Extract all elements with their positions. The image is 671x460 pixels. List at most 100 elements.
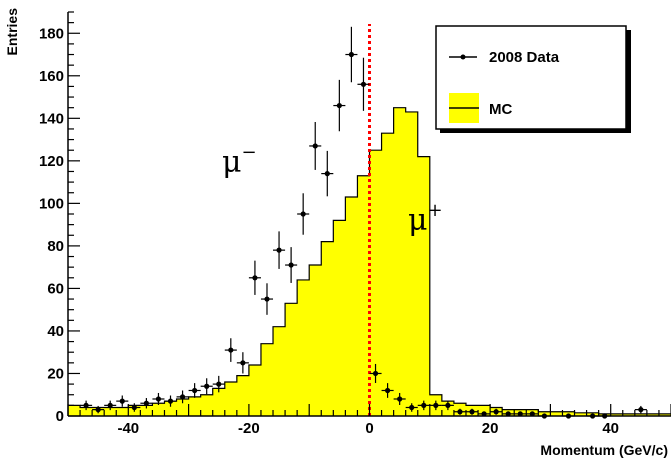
mc-bin: [418, 157, 430, 416]
data-point: [465, 408, 479, 415]
data-point: [140, 398, 153, 409]
mc-histogram-outline: [68, 107, 671, 415]
data-marker: [493, 409, 499, 415]
mc-bin: [357, 176, 369, 416]
data-marker: [167, 398, 174, 404]
mc-bin: [394, 108, 406, 416]
data-marker: [288, 262, 294, 268]
data-marker: [324, 171, 330, 177]
mc-bin: [249, 365, 261, 416]
data-point: [429, 400, 442, 411]
legend-data-marker-dot: [460, 54, 466, 60]
data-marker: [360, 81, 367, 87]
data-point: [212, 375, 225, 393]
data-point: [116, 395, 129, 407]
mc-bin: [285, 303, 297, 416]
data-point: [417, 400, 430, 411]
axis-ticks-layer: [67, 11, 671, 417]
mc-bin: [345, 197, 357, 416]
data-marker: [300, 211, 306, 217]
data-point: [393, 392, 406, 406]
data-point: [164, 395, 177, 407]
y-axis-title: Entries: [4, 8, 20, 56]
data-marker: [204, 383, 210, 389]
data-point: [80, 400, 93, 411]
data-marker: [384, 387, 391, 394]
data-marker: [421, 402, 427, 408]
mc-bin: [261, 344, 273, 416]
data-point: [369, 363, 382, 383]
x-tick-label: 40: [602, 420, 619, 437]
mc-bin: [189, 397, 201, 416]
legend-shadow-right: [626, 30, 631, 133]
axis-labels-layer: -40 -20 0 20 40 0 20 40 60 80 100 120 140 160 180: [39, 25, 619, 437]
x-axis-title: Momentum (GeV/c): [540, 442, 668, 458]
mc-bin: [333, 220, 345, 416]
mc-bin: [213, 388, 225, 416]
data-point: [152, 392, 165, 406]
data-marker: [481, 411, 487, 417]
data-marker: [529, 411, 535, 417]
data-point: [526, 411, 539, 417]
data-point: [345, 26, 358, 83]
data-point: [490, 408, 503, 415]
mc-bin: [406, 112, 418, 416]
mc-bin: [225, 382, 237, 416]
x-tick-label: -40: [117, 420, 139, 437]
data-point: [634, 405, 647, 414]
mc-bin: [321, 242, 333, 416]
data-marker: [252, 275, 258, 281]
legend-mc-label: MC: [489, 101, 512, 118]
data-marker: [83, 402, 89, 408]
data-point: [321, 150, 334, 197]
mc-bin: [297, 280, 309, 416]
legend: 2008 Data MC: [435, 25, 631, 133]
mc-bin: [382, 133, 394, 416]
annotations-layer: μ− μ+: [222, 142, 443, 238]
y-tick-label: 80: [47, 238, 64, 255]
y-tick-label: 140: [39, 110, 64, 127]
data-point: [236, 352, 249, 374]
data-marker: [445, 402, 451, 408]
data-point: [441, 400, 454, 411]
y-tick-label: 120: [39, 153, 64, 170]
data-point: [224, 338, 237, 362]
mu-plus-label: μ+: [408, 200, 443, 238]
x-tick-label: 0: [365, 420, 373, 437]
data-point: [260, 283, 274, 315]
data-marker: [457, 409, 463, 415]
mu-minus-label: μ−: [222, 142, 257, 180]
data-point: [357, 57, 370, 111]
data-point: [381, 383, 394, 398]
data-marker: [107, 402, 113, 408]
data-point: [273, 231, 286, 269]
data-marker: [348, 51, 355, 58]
mc-bin: [152, 403, 164, 416]
data-marker: [276, 247, 282, 253]
data-marker: [517, 411, 523, 417]
x-tick-label: -20: [238, 420, 260, 437]
y-tick-label: 60: [47, 280, 64, 297]
data-marker: [143, 400, 149, 406]
data-marker: [240, 360, 246, 366]
data-marker: [336, 102, 342, 109]
data-marker: [192, 387, 198, 394]
data-marker: [179, 394, 186, 400]
mc-bin: [309, 265, 321, 416]
mc-bin: [237, 376, 249, 416]
y-tick-label: 180: [39, 25, 64, 42]
legend-shadow-bottom: [440, 129, 631, 133]
data-point: [104, 400, 117, 411]
data-point: [188, 383, 201, 398]
data-point: [453, 408, 466, 415]
data-marker: [119, 398, 125, 404]
data-marker: [372, 370, 379, 377]
data-points-layer: [80, 26, 647, 419]
data-point: [92, 405, 105, 414]
data-marker: [469, 409, 475, 415]
y-tick-label: 40: [47, 323, 64, 340]
data-point: [248, 260, 261, 295]
data-marker: [264, 296, 270, 302]
y-tick-label: 100: [39, 195, 64, 212]
